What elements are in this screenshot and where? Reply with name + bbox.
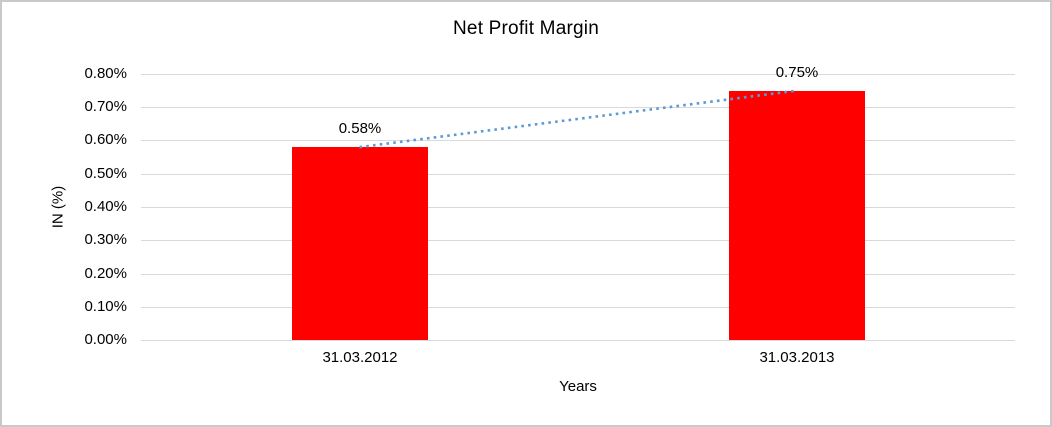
x-axis-tick-label: 31.03.2012 bbox=[322, 349, 398, 366]
x-axis-tick-label: 31.03.2013 bbox=[759, 349, 835, 366]
y-axis-tick-label: 0.50% bbox=[84, 165, 127, 182]
chart-title: Net Profit Margin bbox=[453, 18, 599, 39]
y-axis-tick-label: 0.40% bbox=[84, 198, 127, 215]
bar-data-label: 0.58% bbox=[338, 120, 382, 137]
gridline bbox=[141, 207, 1015, 208]
gridline bbox=[141, 240, 1015, 241]
y-axis-tick-label: 0.80% bbox=[84, 65, 127, 82]
gridline bbox=[141, 174, 1015, 175]
gridline bbox=[141, 74, 1015, 75]
y-axis-tick-label: 0.70% bbox=[84, 98, 127, 115]
gridline bbox=[141, 140, 1015, 141]
y-axis-tick-label: 0.30% bbox=[84, 231, 127, 248]
gridline bbox=[141, 274, 1015, 275]
bar[interactable] bbox=[729, 91, 865, 340]
y-axis-tick-label: 0.20% bbox=[84, 265, 127, 282]
y-axis-tick-label: 0.10% bbox=[84, 298, 127, 315]
y-axis-tick-label: 0.00% bbox=[84, 331, 127, 348]
gridline bbox=[141, 107, 1015, 108]
gridline bbox=[141, 340, 1015, 341]
bar[interactable] bbox=[292, 147, 428, 340]
y-axis-tick-label: 0.60% bbox=[84, 131, 127, 148]
x-axis-title: Years bbox=[559, 378, 597, 395]
gridline bbox=[141, 307, 1015, 308]
bar-data-label: 0.75% bbox=[775, 64, 819, 81]
